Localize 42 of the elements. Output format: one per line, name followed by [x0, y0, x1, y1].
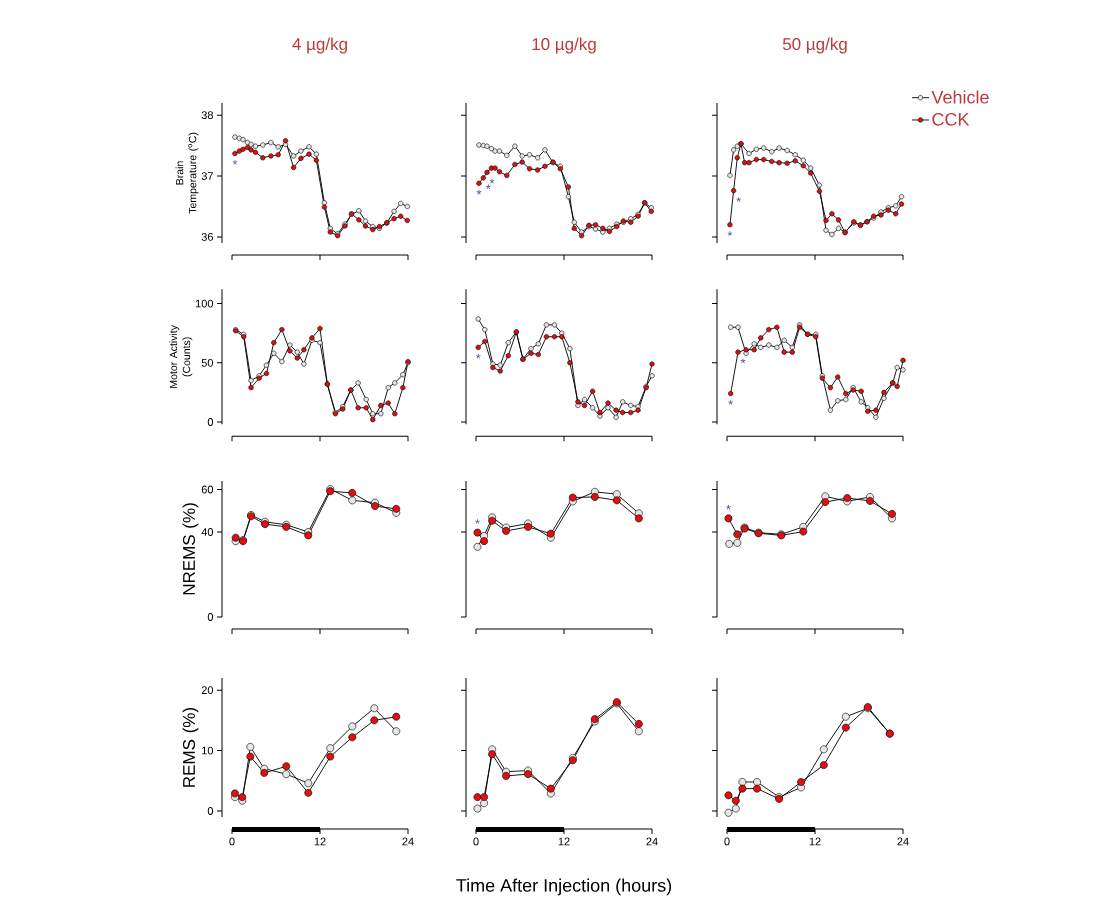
annotation: * [727, 231, 733, 236]
x-tick-label: 0 [229, 837, 235, 846]
annotation: * [232, 160, 238, 165]
chart-title: 10 µg/kg [532, 37, 596, 54]
y-tick-label: 100 [195, 299, 214, 308]
annotation: * [726, 504, 731, 510]
y-axis-title: REMS (%) [182, 707, 199, 787]
y-tick-label: 36 [201, 233, 213, 241]
legend-label: CCK [932, 112, 970, 126]
y-tick-label: 0 [207, 418, 214, 426]
y-tick-label: 0 [207, 613, 214, 621]
annotation: * [740, 358, 746, 364]
chart-title: 50 µg/kg [782, 37, 847, 54]
annotation: * [728, 400, 734, 405]
annotation: * [736, 197, 741, 202]
y-axis-title: Motor Activity (Counts) [169, 325, 193, 388]
x-tick-label: 24 [402, 837, 414, 846]
annotation: * [486, 184, 491, 189]
y-tick-label: 60 [201, 485, 214, 494]
x-tick-label: 0 [473, 837, 479, 846]
y-axis-title: NREMS (%) [182, 503, 199, 595]
x-tick-label: 24 [646, 837, 658, 846]
x-tick-label: 12 [558, 837, 570, 846]
x-tick-label: 24 [897, 837, 909, 846]
x-tick-label: 0 [724, 837, 730, 846]
chart-title: 4 µg/kg [292, 37, 347, 54]
annotation: * [476, 189, 482, 195]
legend-label: Vehicle [931, 90, 989, 104]
y-tick-label: 37 [201, 172, 213, 180]
y-axis-title: Brain Temperature ($^{o}$C) [175, 132, 199, 214]
y-tick-label: 10 [202, 746, 214, 755]
annotation: * [489, 178, 495, 184]
x-axis-title: Time After Injection (hours) [456, 878, 672, 896]
y-tick-label: 50 [201, 358, 214, 367]
y-tick-label: 20 [201, 686, 214, 695]
x-tick-label: 12 [314, 837, 326, 846]
annotation: * [475, 519, 480, 524]
x-tick-label: 12 [809, 837, 821, 846]
y-tick-label: 0 [207, 807, 214, 815]
annotation: * [475, 353, 481, 359]
y-tick-label: 40 [201, 528, 214, 536]
y-tick-label: 38 [201, 111, 213, 120]
